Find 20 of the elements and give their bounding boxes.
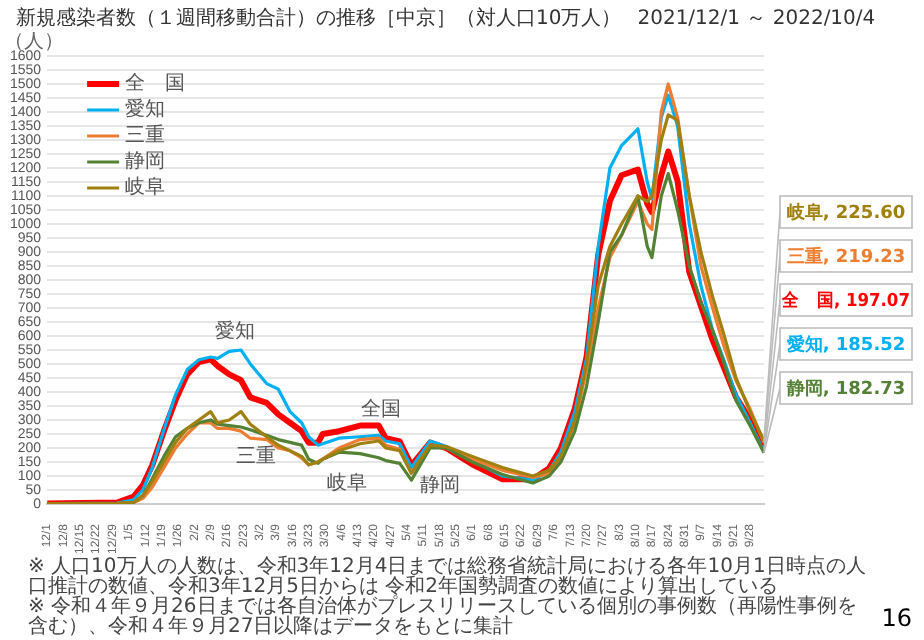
annotation: 岐阜 [326, 470, 367, 495]
legend-label: 岐阜 [125, 175, 166, 200]
legend-label: 三重 [125, 123, 166, 148]
data-label: 岐阜, 225.60 [786, 201, 906, 224]
legend-label: 静岡 [125, 149, 166, 174]
annotation: 全国 [361, 397, 402, 422]
data-label: 全 国, 197.07 [780, 289, 910, 312]
data-label: 愛知, 185.52 [786, 333, 906, 356]
text: ※ 令和４年９月26日までは各自治体がプレスリリースしている個別の事例数（再陽性事例を含む）、令和４年９月27日以降はデータをもとに集計 [28, 596, 859, 638]
legend-label: 愛知 [125, 97, 166, 122]
text: 16 [881, 604, 912, 632]
data-label: 三重, 219.23 [786, 245, 906, 268]
chart-title: 新規感染者数（１週間移動合計）の推移［中京］（対人口10万人） [16, 5, 622, 32]
annotation: 三重 [236, 444, 277, 469]
text: ※ 人口10万人の人数は、令和3年12月4日までは総務省統計局における各年10月1日時点の人口推計の数値、令和3年12月5日からは 令和2年国勢調査の数値により算出している [28, 556, 868, 598]
annotation: 静岡 [419, 473, 460, 498]
legend-label: 全 国 [125, 71, 186, 96]
annotation: 愛知 [214, 318, 255, 343]
chart-subtitle: 2021/12/1 ～ 2022/10/4 [637, 6, 876, 32]
data-label: 静岡, 182.73 [784, 377, 906, 400]
